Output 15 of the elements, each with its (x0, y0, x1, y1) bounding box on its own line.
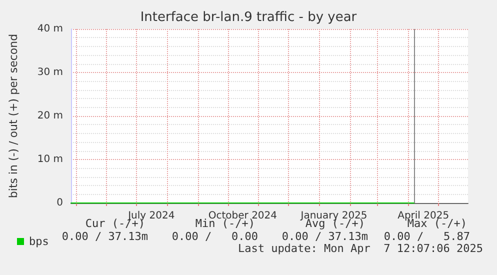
y-tick-label: 20 m (37, 110, 63, 122)
y-tick-label: 30 m (37, 67, 63, 78)
chart-title: Interface br-lan.9 traffic - by year (140, 10, 358, 25)
text: 0.00 / 0.00 (172, 230, 258, 243)
legend-label: bps (29, 235, 49, 248)
x-tick-label: July 2024 (127, 210, 175, 222)
text: 0.00 / 37.13m (282, 230, 368, 243)
text: Min (-/+) (195, 217, 255, 230)
text: Last update: Mon Apr 7 12:07:06 2025 (238, 242, 483, 255)
text: 0.00 / 5.87 (384, 230, 470, 243)
y-tick-label: 40 m (37, 24, 63, 34)
y-axis-title: bits in (-) / out (+) per second (7, 34, 20, 198)
text: 0.00 / 37.13m (62, 230, 148, 243)
y-tick-label: 10 m (37, 154, 63, 165)
y-tick-label: 0 (56, 198, 63, 208)
